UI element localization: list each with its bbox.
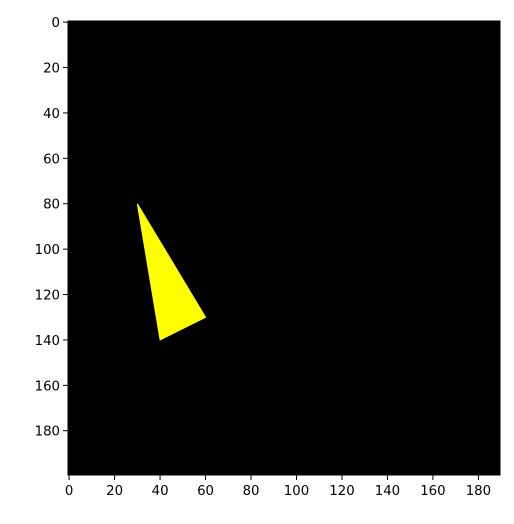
y-tick-label: 100 xyxy=(35,243,60,258)
triangle-shape xyxy=(136,203,207,341)
y-tick-label: 0 xyxy=(52,16,60,31)
y-axis: 0 20 40 60 80 100 120 140 160 180 xyxy=(35,16,68,440)
x-tick-label: 80 xyxy=(243,484,260,499)
x-tick-label: 60 xyxy=(197,484,214,499)
shapes-layer xyxy=(136,203,207,341)
x-tick-label: 160 xyxy=(420,484,445,499)
x-tick-label: 120 xyxy=(329,484,354,499)
plot-frame xyxy=(67,20,501,476)
y-tick-label: 60 xyxy=(43,152,60,167)
y-tick-label: 180 xyxy=(35,425,60,440)
x-tick-label: 100 xyxy=(284,484,309,499)
y-tick-label: 140 xyxy=(35,334,60,349)
y-tick-label: 120 xyxy=(35,289,60,304)
y-tick-label: 80 xyxy=(43,198,60,213)
y-tick-label: 20 xyxy=(43,62,60,77)
x-axis: 0 20 40 60 80 100 120 140 160 180 xyxy=(65,475,491,499)
x-tick-label: 140 xyxy=(375,484,400,499)
x-tick-label: 40 xyxy=(152,484,169,499)
x-tick-label: 180 xyxy=(466,484,491,499)
x-tick-label: 0 xyxy=(65,484,73,499)
y-tick-label: 160 xyxy=(35,379,60,394)
x-tick-label: 20 xyxy=(106,484,123,499)
y-tick-label: 40 xyxy=(43,107,60,122)
plot-background xyxy=(68,21,500,475)
